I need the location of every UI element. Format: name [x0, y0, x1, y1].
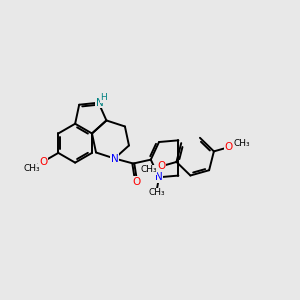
- Text: N: N: [96, 98, 104, 108]
- Text: CH₃: CH₃: [23, 164, 40, 173]
- Text: O: O: [132, 177, 140, 187]
- Text: H: H: [100, 93, 107, 102]
- Text: CH₃: CH₃: [148, 188, 165, 197]
- Text: N: N: [111, 154, 119, 164]
- Text: CH₃: CH₃: [234, 139, 250, 148]
- Text: O: O: [225, 142, 233, 152]
- Text: N: N: [155, 172, 163, 182]
- Text: O: O: [39, 157, 47, 167]
- Text: O: O: [158, 161, 166, 171]
- Text: CH₃: CH₃: [140, 165, 157, 174]
